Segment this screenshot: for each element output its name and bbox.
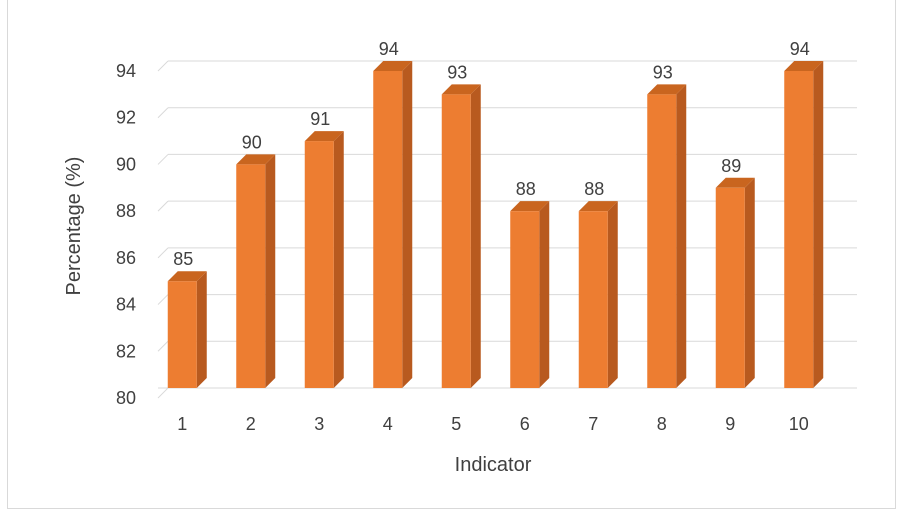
y-tick-label: 92 [116, 108, 136, 128]
gridline-depth [157, 294, 169, 305]
x-tick-label: 3 [314, 414, 324, 434]
bar-side [676, 84, 687, 388]
y-axis-title: Percentage (%) [63, 157, 85, 296]
bar-top [578, 201, 618, 212]
bar-front [167, 281, 197, 388]
gridline-depth [157, 154, 169, 165]
bar-front [715, 187, 745, 388]
bar [304, 131, 344, 389]
bar-top [647, 84, 687, 95]
bar-side [813, 61, 824, 388]
bar-front [304, 141, 334, 388]
bar-side [196, 271, 207, 388]
gridline-depth [157, 340, 169, 352]
bar [715, 177, 755, 388]
data-labels: 85 90 91 94 93 88 88 93 89 94 [173, 39, 810, 269]
x-tick-label: 6 [520, 414, 530, 434]
bar [167, 271, 207, 388]
y-tick-label: 80 [116, 388, 136, 408]
gridline-depth [157, 387, 169, 399]
bar-front [373, 71, 403, 388]
bar-top [784, 61, 824, 71]
x-tick-label: 2 [246, 414, 256, 434]
bar-front [647, 94, 677, 388]
bar [647, 84, 687, 388]
data-label: 85 [173, 249, 193, 269]
bar-side [265, 154, 276, 388]
data-label: 88 [584, 179, 604, 199]
x-tick-label: 10 [789, 414, 809, 434]
bars [167, 61, 824, 389]
bar-front [236, 164, 266, 388]
bar-top [373, 61, 413, 71]
x-tick-label: 8 [657, 414, 667, 434]
bar [578, 201, 618, 388]
y-tick-label: 90 [116, 154, 136, 174]
y-tick-label: 94 [116, 61, 136, 81]
bar-side [539, 201, 550, 388]
data-label: 88 [516, 179, 536, 199]
x-tick-label: 7 [588, 414, 598, 434]
x-tick-label: 4 [383, 414, 393, 434]
bar-front [784, 71, 814, 388]
bar-top [304, 131, 344, 142]
bar-front [578, 211, 608, 388]
data-label: 91 [310, 109, 330, 129]
bar-top [167, 271, 207, 282]
bar-front [510, 211, 540, 388]
gridline-depth [157, 60, 169, 72]
gridline-depth [157, 107, 169, 119]
chart-frame [7, 0, 896, 509]
bar-top [510, 201, 550, 212]
bar [236, 154, 276, 388]
gridline-depth [157, 247, 169, 259]
x-axis-title: Indicator [455, 454, 532, 476]
bar [373, 61, 413, 388]
bar-front [441, 94, 471, 388]
x-tick-label: 1 [177, 414, 187, 434]
bar [441, 84, 481, 388]
y-tick-label: 86 [116, 248, 136, 268]
bar-side [470, 84, 481, 388]
x-tick-label: 5 [451, 414, 461, 434]
y-tick-label: 82 [116, 341, 136, 361]
data-label: 93 [447, 62, 467, 82]
data-label: 89 [721, 156, 741, 176]
y-axis-ticks: 80 82 84 86 88 90 92 94 [116, 61, 136, 408]
bar-side [333, 131, 344, 389]
bar-top [441, 84, 481, 95]
x-axis-ticks: 1 2 3 4 5 6 7 8 9 10 [177, 414, 809, 434]
bar [510, 201, 550, 388]
bar-side [607, 201, 618, 388]
y-tick-label: 88 [116, 201, 136, 221]
bar-top [715, 177, 755, 188]
data-label: 93 [653, 62, 673, 82]
data-label: 90 [242, 132, 262, 152]
gridline-depth [157, 200, 169, 212]
x-tick-label: 9 [725, 414, 735, 434]
bar-top [236, 154, 276, 165]
bar-side [744, 177, 755, 388]
bar-side [402, 61, 413, 388]
data-label: 94 [379, 39, 399, 59]
y-tick-label: 84 [116, 295, 136, 315]
bar [784, 61, 824, 388]
data-label: 94 [790, 39, 810, 59]
